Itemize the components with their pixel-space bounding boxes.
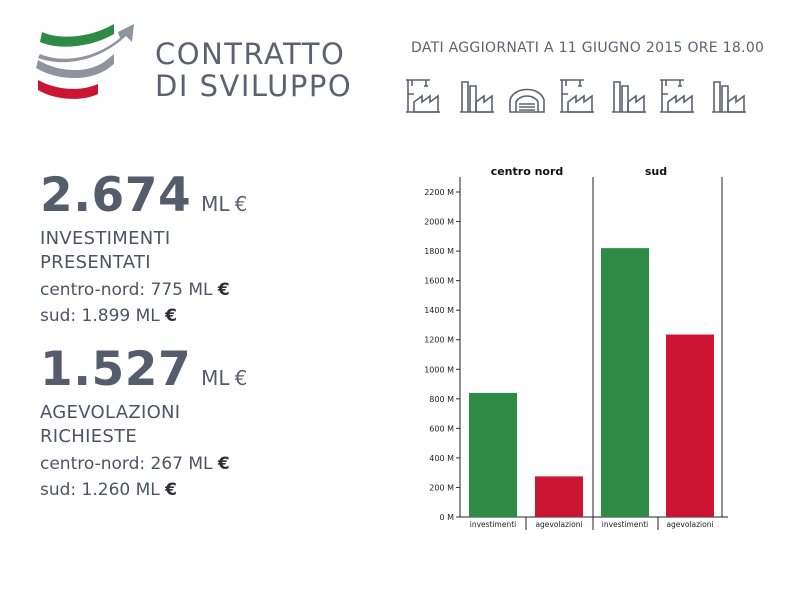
crane-factory-icon: [660, 79, 694, 113]
investimenti-label-line1: INVESTIMENTI: [40, 228, 171, 249]
brand-title: CONTRATTO DI SVILUPPO: [155, 38, 352, 102]
investimenti-cn: centro-nord: 775 ML €: [40, 277, 247, 303]
industry-icons: [406, 79, 746, 113]
y-tick-label: 0 M: [439, 513, 454, 522]
group-label: sud: [645, 165, 667, 178]
agevolazioni-total: 1.527 ML €: [40, 342, 247, 397]
investimenti-unit: ML: [201, 192, 230, 216]
y-tick-label: 1600 M: [424, 277, 454, 286]
stat-investimenti: 2.674 ML € INVESTIMENTI PRESENTATI centro…: [40, 168, 247, 329]
investimenti-sud-text: sud: 1.899 ML: [40, 306, 160, 326]
bar-chart: 0 M 200 M 400 M 600 M 800 M 1000 M 1200 M 1400 …: [424, 165, 728, 530]
brand-line-1: CONTRATTO: [155, 37, 346, 71]
investimenti-cn-text: centro-nord: 775 ML: [40, 280, 213, 300]
investimenti-label: INVESTIMENTI PRESENTATI: [40, 227, 247, 275]
hangar-icon: [509, 88, 545, 113]
crane-factory-icon: [560, 79, 594, 113]
contratto-logo: [36, 24, 134, 99]
factory-icon: [712, 81, 746, 113]
agevolazioni-sud: sud: 1.260 ML €: [40, 477, 247, 503]
agevolazioni-cn-text: centro-nord: 267 ML: [40, 454, 213, 474]
bar-investimenti-sud: [601, 248, 649, 517]
y-tick-label: 2200 M: [424, 188, 454, 197]
investimenti-sud-currency: €: [165, 306, 178, 326]
bar-agevolazioni-sud: [666, 334, 714, 517]
investimenti-sud: sud: 1.899 ML €: [40, 303, 247, 329]
y-tick-label: 1400 M: [424, 306, 454, 315]
y-tick-label: 200 M: [429, 483, 454, 492]
crane-factory-icon: [406, 79, 440, 113]
agevolazioni-cn: centro-nord: 267 ML €: [40, 451, 247, 477]
agevolazioni-breakdown: centro-nord: 267 ML € sud: 1.260 ML €: [40, 451, 247, 503]
factory-icon: [612, 81, 646, 113]
factory-icon: [460, 81, 494, 113]
investimenti-currency: €: [234, 192, 248, 216]
agevolazioni-cn-currency: €: [217, 454, 230, 474]
x-tick-label: investimenti: [602, 520, 649, 529]
y-tick-label: 1200 M: [424, 336, 454, 345]
investimenti-breakdown: centro-nord: 775 ML € sud: 1.899 ML €: [40, 277, 247, 329]
x-tick-label: investimenti: [470, 520, 517, 529]
investimenti-cn-currency: €: [217, 280, 230, 300]
stat-agevolazioni: 1.527 ML € AGEVOLAZIONI RICHIESTE centro-…: [40, 342, 247, 503]
agevolazioni-sud-text: sud: 1.260 ML: [40, 480, 160, 500]
bar-investimenti-centro-nord: [469, 392, 517, 517]
agevolazioni-label-line1: AGEVOLAZIONI: [40, 402, 181, 423]
agevolazioni-label-line2: RICHIESTE: [40, 426, 138, 447]
y-tick-label: 2000 M: [424, 218, 454, 227]
y-tick-label: 1800 M: [424, 247, 454, 256]
x-tick-label: agevolazioni: [666, 520, 713, 529]
y-tick-label: 800 M: [429, 395, 454, 404]
investimenti-value: 2.674: [40, 168, 192, 223]
update-timestamp: DATI AGGIORNATI A 11 GIUGNO 2015 ORE 18.…: [411, 40, 765, 56]
agevolazioni-label: AGEVOLAZIONI RICHIESTE: [40, 401, 247, 449]
bar-agevolazioni-centro-nord: [535, 476, 583, 517]
investimenti-label-line2: PRESENTATI: [40, 252, 151, 273]
group-label: centro nord: [491, 165, 564, 178]
agevolazioni-value: 1.527: [40, 342, 192, 397]
y-tick-label: 1000 M: [424, 365, 454, 374]
investimenti-total: 2.674 ML €: [40, 168, 247, 223]
y-tick-label: 400 M: [429, 454, 454, 463]
brand-line-2: DI SVILUPPO: [155, 69, 353, 103]
y-tick-label: 600 M: [429, 424, 454, 433]
agevolazioni-sud-currency: €: [165, 480, 178, 500]
agevolazioni-currency: €: [234, 366, 248, 390]
agevolazioni-unit: ML: [201, 366, 230, 390]
x-tick-label: agevolazioni: [535, 520, 582, 529]
